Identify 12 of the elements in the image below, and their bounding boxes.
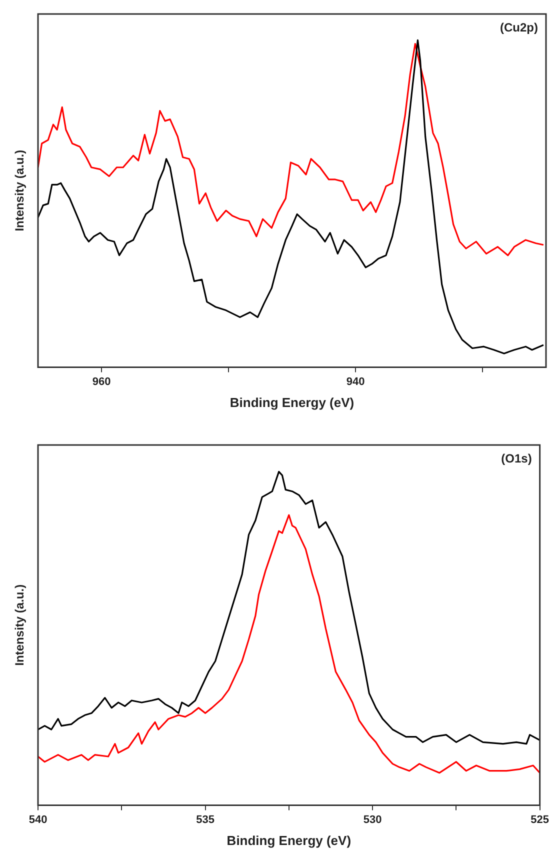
x-tick-label: 535 xyxy=(196,814,214,826)
x-axis-title: Binding Energy (eV) xyxy=(226,832,352,848)
x-axis-title: Binding Energy (eV) xyxy=(230,394,354,410)
x-tick-label: 530 xyxy=(363,814,382,826)
x-tick-label: 540 xyxy=(28,814,48,826)
text: (Cu2p) xyxy=(500,20,538,34)
x-tick-label: 960 xyxy=(92,376,111,388)
x-tick-label: 940 xyxy=(346,376,365,388)
y-axis-title: Intensity (a.u.) xyxy=(12,150,26,232)
y-axis-title: Intensity (a.u.) xyxy=(12,584,26,666)
text: (O1s) xyxy=(501,451,532,466)
x-tick-label: 525 xyxy=(530,814,550,826)
